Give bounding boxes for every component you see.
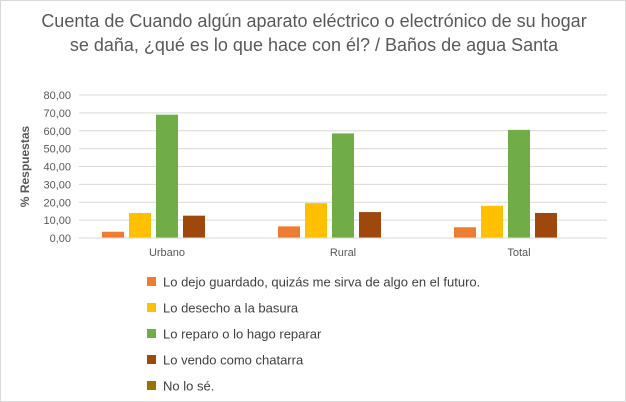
legend-item: Lo dejo guardado, quizás me sirva de alg…	[147, 269, 480, 295]
legend-label: Lo dejo guardado, quizás me sirva de alg…	[163, 274, 481, 290]
legend-label: Lo desecho a la basura	[163, 300, 299, 316]
legend-swatch	[147, 355, 156, 365]
y-tick-label: 40,00	[43, 162, 71, 174]
y-tick-label: 70,00	[43, 108, 71, 120]
x-tick-label: Rural	[330, 247, 356, 259]
bar	[305, 203, 327, 238]
legend-item: Lo desecho a la basura	[147, 295, 480, 321]
legend-swatch	[147, 303, 156, 313]
x-tick-label: Total	[507, 247, 530, 259]
bar	[129, 212, 151, 238]
y-tick-label: 0,00	[50, 233, 71, 245]
bar	[535, 212, 557, 238]
chart-title: Cuenta de Cuando algún aparato eléctrico…	[41, 11, 587, 55]
bar	[156, 114, 178, 238]
y-tick-label: 20,00	[43, 197, 71, 209]
bar	[278, 226, 300, 238]
legend-swatch	[147, 381, 156, 391]
y-axis-title: % Respuestas	[18, 125, 32, 207]
y-tick-label: 10,00	[43, 215, 71, 227]
legend-swatch	[147, 329, 156, 339]
y-tick-label: 30,00	[43, 179, 71, 191]
legend-item: Lo reparo o lo hago reparar	[147, 321, 480, 347]
bar	[332, 133, 354, 238]
bar	[481, 205, 503, 238]
legend-label: Lo reparo o lo hago reparar	[163, 326, 322, 342]
bar	[359, 212, 381, 238]
legend-item: Lo vendo como chatarra	[147, 347, 480, 373]
y-tick-label: 50,00	[43, 144, 71, 156]
y-tick-label: 60,00	[43, 126, 71, 138]
legend-swatch	[147, 277, 156, 287]
y-tick-label: 80,00	[43, 90, 71, 102]
bar	[508, 129, 530, 238]
legend-label: Lo vendo como chatarra	[163, 352, 304, 368]
bar	[454, 227, 476, 238]
x-tick-label: Urbano	[149, 247, 185, 259]
legend: Lo dejo guardado, quizás me sirva de alg…	[147, 269, 480, 399]
bar	[183, 215, 205, 238]
legend-item: No lo sé.	[147, 373, 480, 399]
legend-label: No lo sé.	[163, 378, 215, 394]
bar	[102, 231, 124, 238]
